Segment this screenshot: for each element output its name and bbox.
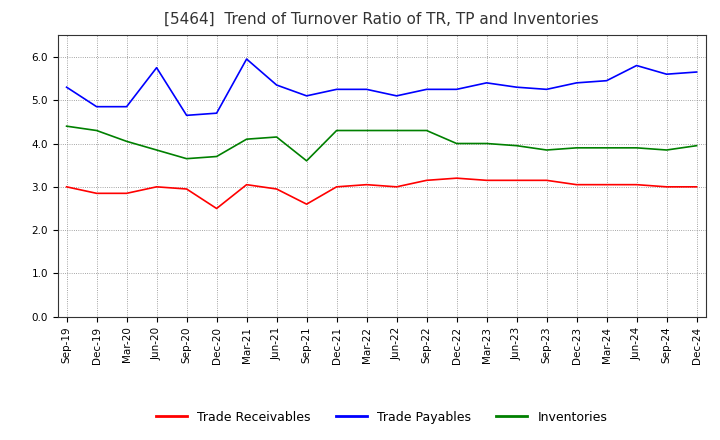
Trade Payables — [122, 104, 131, 109]
Trade Payables — [92, 104, 101, 109]
Trade Receivables — [542, 178, 551, 183]
Trade Receivables — [452, 176, 461, 181]
Trade Receivables — [242, 182, 251, 187]
Inventories — [542, 147, 551, 153]
Trade Receivables — [92, 191, 101, 196]
Trade Payables — [272, 82, 281, 88]
Trade Payables — [602, 78, 611, 83]
Inventories — [513, 143, 521, 148]
Inventories — [272, 134, 281, 139]
Trade Payables — [212, 110, 221, 116]
Line: Inventories: Inventories — [66, 126, 697, 161]
Trade Receivables — [392, 184, 401, 190]
Inventories — [62, 124, 71, 129]
Title: [5464]  Trend of Turnover Ratio of TR, TP and Inventories: [5464] Trend of Turnover Ratio of TR, TP… — [164, 12, 599, 27]
Trade Payables — [302, 93, 311, 99]
Inventories — [212, 154, 221, 159]
Inventories — [572, 145, 581, 150]
Trade Receivables — [272, 187, 281, 192]
Trade Receivables — [482, 178, 491, 183]
Inventories — [242, 136, 251, 142]
Trade Receivables — [602, 182, 611, 187]
Trade Payables — [362, 87, 371, 92]
Trade Receivables — [693, 184, 701, 190]
Trade Payables — [513, 84, 521, 90]
Trade Payables — [452, 87, 461, 92]
Trade Receivables — [572, 182, 581, 187]
Trade Payables — [182, 113, 191, 118]
Trade Receivables — [662, 184, 671, 190]
Trade Payables — [392, 93, 401, 99]
Inventories — [662, 147, 671, 153]
Trade Payables — [62, 84, 71, 90]
Trade Receivables — [422, 178, 431, 183]
Legend: Trade Receivables, Trade Payables, Inventories: Trade Receivables, Trade Payables, Inven… — [151, 406, 612, 429]
Trade Receivables — [302, 202, 311, 207]
Trade Payables — [333, 87, 341, 92]
Inventories — [122, 139, 131, 144]
Trade Payables — [632, 63, 641, 68]
Inventories — [452, 141, 461, 146]
Trade Receivables — [333, 184, 341, 190]
Line: Trade Receivables: Trade Receivables — [66, 178, 697, 209]
Trade Payables — [153, 65, 161, 70]
Inventories — [302, 158, 311, 164]
Trade Payables — [242, 56, 251, 62]
Inventories — [602, 145, 611, 150]
Inventories — [182, 156, 191, 161]
Trade Receivables — [62, 184, 71, 190]
Trade Payables — [572, 80, 581, 85]
Inventories — [392, 128, 401, 133]
Trade Payables — [542, 87, 551, 92]
Inventories — [632, 145, 641, 150]
Trade Receivables — [212, 206, 221, 211]
Trade Payables — [422, 87, 431, 92]
Trade Receivables — [153, 184, 161, 190]
Trade Receivables — [122, 191, 131, 196]
Trade Receivables — [182, 187, 191, 192]
Inventories — [362, 128, 371, 133]
Inventories — [693, 143, 701, 148]
Inventories — [422, 128, 431, 133]
Inventories — [92, 128, 101, 133]
Inventories — [482, 141, 491, 146]
Line: Trade Payables: Trade Payables — [66, 59, 697, 115]
Inventories — [153, 147, 161, 153]
Trade Receivables — [362, 182, 371, 187]
Trade Receivables — [632, 182, 641, 187]
Inventories — [333, 128, 341, 133]
Trade Payables — [662, 72, 671, 77]
Trade Receivables — [513, 178, 521, 183]
Trade Payables — [482, 80, 491, 85]
Trade Payables — [693, 70, 701, 75]
